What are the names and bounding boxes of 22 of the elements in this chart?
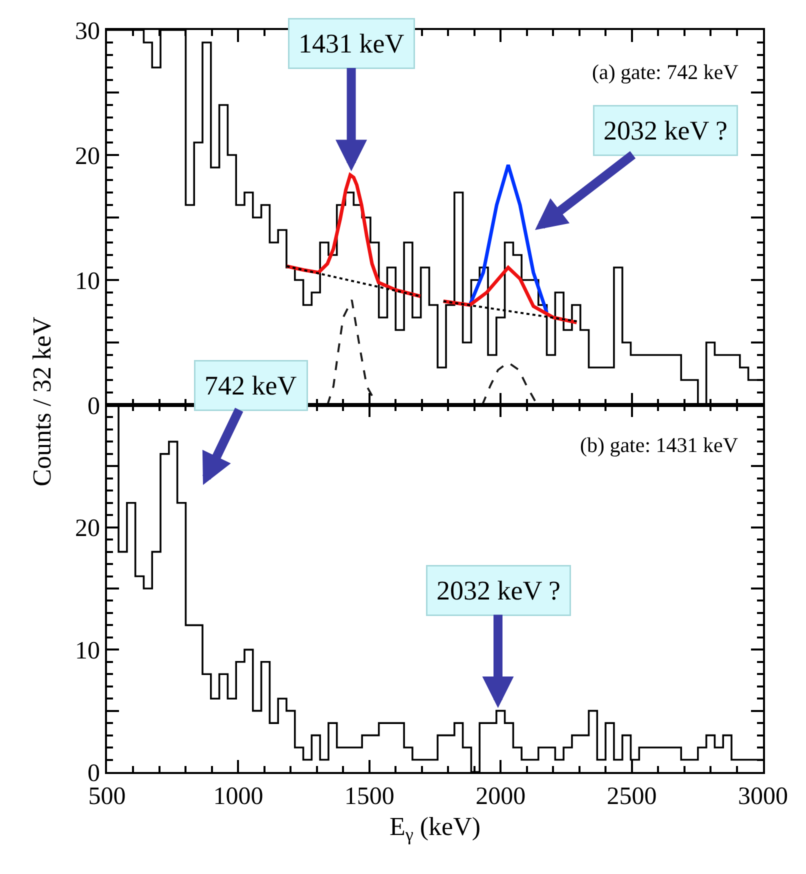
- y-tick-label: 10: [75, 637, 100, 664]
- y-tick-label: 0: [88, 392, 100, 420]
- x-axis-title: E$_{γ}$ (keV): [389, 812, 481, 845]
- annotation: (b) gate: 1431 keV: [580, 433, 738, 457]
- y-tick-label: 20: [75, 142, 100, 170]
- line-series: [481, 362, 538, 405]
- annotation: 742 keV: [204, 370, 298, 400]
- y-axis-title: Counts / 32 keV: [27, 316, 56, 486]
- annotation: 1431 keV: [298, 28, 405, 58]
- x-tick-label: 1000: [213, 783, 264, 810]
- y-tick-label: 20: [75, 515, 100, 542]
- annotation: 2032 keV ?: [436, 576, 560, 606]
- x-tick-label: 2000: [476, 783, 526, 810]
- line-series: [284, 173, 422, 298]
- annotation: 2032 keV ?: [604, 116, 728, 146]
- x-tick-label: 2500: [606, 783, 657, 810]
- annotation: (a) gate: 742 keV: [592, 60, 738, 84]
- x-tick-label: 3000: [738, 783, 788, 810]
- x-tick-label: 1500: [344, 783, 394, 810]
- y-tick-label: 10: [75, 268, 100, 295]
- y-tick-label: 30: [75, 18, 100, 45]
- line-series: [468, 163, 549, 314]
